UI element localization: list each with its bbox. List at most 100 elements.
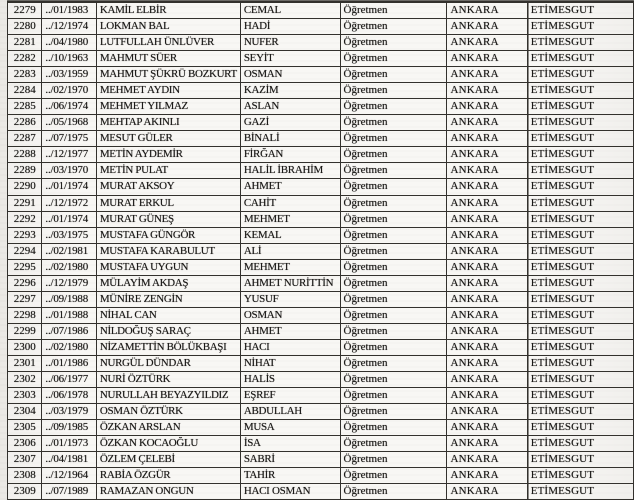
cell-province: ANKARA [446,50,528,68]
cell-province: ANKARA [446,210,528,228]
cell-birth-date: ../12/1972 [41,194,97,212]
cell-occupation: Öğretmen [339,1,448,19]
cell-district: ETİMESGUT [526,290,634,308]
cell-occupation: Öğretmen [339,210,448,228]
cell-province: ANKARA [446,66,528,84]
cell-province: ANKARA [446,114,528,132]
cell-full-name: NİZAMETTİN BÖLÜKBAŞI [95,338,241,356]
cell-province: ANKARA [446,178,528,196]
cell-father-name: OSMAN [239,306,341,324]
cell-district: ETİMESGUT [526,114,634,132]
cell-full-name: LUTFULLAH ÜNLÜVER [95,34,241,52]
table-row: 2299 ../07/1986 NİLDOĞUŞ SARAÇ AHMET Öğr… [6,322,634,340]
cell-occupation: Öğretmen [339,226,448,244]
table-row: 2298 ../01/1988 NİHAL CAN OSMAN Öğretmen… [6,306,634,324]
cell-sequence-number: 2298 [6,306,43,324]
table-row: 2296 ../12/1979 MÜLAYİM AKDAŞ AHMET NURİ… [6,274,634,292]
cell-occupation: Öğretmen [339,66,448,84]
cell-father-name: HACI OSMAN [239,483,341,500]
cell-sequence-number: 2288 [6,146,43,164]
cell-full-name: NURİ ÖZTÜRK [95,371,241,389]
cell-birth-date: ../05/1968 [41,114,97,132]
cell-district: ETİMESGUT [526,306,634,324]
cell-province: ANKARA [446,371,528,389]
cell-province: ANKARA [446,306,528,324]
cell-birth-date: ../12/1977 [41,146,97,164]
cell-father-name: CAHİT [239,194,341,212]
cell-sequence-number: 2290 [6,178,43,196]
table-row: 2281 ../04/1980 LUTFULLAH ÜNLÜVER NUFER … [6,34,634,52]
cell-province: ANKARA [446,242,528,260]
cell-sequence-number: 2305 [6,419,43,437]
cell-father-name: ALİ [239,242,341,260]
cell-district: ETİMESGUT [526,146,634,164]
cell-full-name: ÖZKAN ARSLAN [95,419,241,437]
cell-sequence-number: 2293 [6,226,43,244]
table-row: 2286 ../05/1968 MEHTAP AKINLI GAZİ Öğret… [6,114,634,132]
cropped-previous-row-edge [7,0,634,1]
cell-sequence-number: 2300 [6,338,43,356]
cell-full-name: NİLDOĞUŞ SARAÇ [95,322,241,340]
cell-father-name: İSA [239,435,341,453]
cell-birth-date: ../06/1974 [41,98,97,116]
cell-district: ETİMESGUT [526,1,634,19]
cell-province: ANKARA [446,130,528,148]
cell-occupation: Öğretmen [339,403,448,421]
cell-full-name: NİHAL CAN [95,306,241,324]
cell-district: ETİMESGUT [526,34,634,52]
cell-province: ANKARA [446,451,528,469]
cell-father-name: KEMAL [239,226,341,244]
cell-province: ANKARA [446,467,528,485]
cell-province: ANKARA [446,290,528,308]
cell-occupation: Öğretmen [339,354,448,373]
cell-province: ANKARA [446,419,528,437]
cell-province: ANKARA [446,162,528,180]
cell-district: ETİMESGUT [526,371,634,389]
table-row: 2309 ../07/1989 RAMAZAN ONGUN HACI OSMAN… [6,483,634,500]
table-row: 2306 ../01/1973 ÖZKAN KOCAOĞLU İSA Öğret… [6,435,634,453]
cell-sequence-number: 2279 [6,1,43,19]
cell-full-name: MURAT GÜNEŞ [95,210,241,228]
table-row: 2297 ../09/1988 MÜNİRE ZENGİN YUSUF Öğre… [6,290,634,308]
cell-father-name: YUSUF [239,290,341,308]
cell-sequence-number: 2294 [6,242,43,260]
cell-full-name: MURAT ERKUL [95,194,241,212]
table-row: 2292 ../01/1974 MURAT GÜNEŞ MEHMET Öğret… [6,210,634,228]
table-row: 2305 ../09/1985 ÖZKAN ARSLAN MUSA Öğretm… [6,419,634,437]
cell-occupation: Öğretmen [339,130,448,148]
cell-province: ANKARA [446,34,528,52]
cell-father-name: HALİL İBRAHİM [239,162,341,180]
cell-father-name: ABDULLAH [239,403,341,421]
cell-sequence-number: 2287 [6,130,43,148]
cell-father-name: AHMET NURİTTİN [239,274,341,292]
cell-sequence-number: 2297 [6,290,43,308]
cell-district: ETİMESGUT [526,451,634,469]
cell-full-name: MUSTAFA GÜNGÖR [95,226,241,244]
cell-birth-date: ../07/1989 [41,483,97,500]
cell-father-name: NUFER [239,34,341,52]
cell-birth-date: ../03/1959 [41,66,97,84]
table-row: 2304 ../03/1979 OSMAN ÖZTÜRK ABDULLAH Öğ… [6,403,634,421]
cell-sequence-number: 2304 [6,403,43,421]
cell-full-name: RABİA ÖZGÜR [95,467,241,485]
cell-full-name: MEHMET YILMAZ [95,98,241,116]
table-row: 2285 ../06/1974 MEHMET YILMAZ ASLAN Öğre… [6,98,634,116]
cell-birth-date: ../01/1983 [41,1,97,19]
table-row: 2280 ../12/1974 LOKMAN BAL HADİ Öğretmen… [6,17,634,36]
cell-birth-date: ../07/1975 [41,130,97,148]
cell-father-name: MEHMET [239,210,341,228]
cell-birth-date: ../02/1980 [41,338,97,356]
cell-district: ETİMESGUT [526,435,634,453]
table-row: 2294 ../02/1981 MUSTAFA KARABULUT ALİ Öğ… [6,242,634,260]
table-row: 2308 ../12/1964 RABİA ÖZGÜR TAHİR Öğretm… [6,467,634,485]
cell-birth-date: ../02/1981 [41,242,97,260]
cell-occupation: Öğretmen [339,242,448,260]
cell-province: ANKARA [446,354,528,373]
table-row: 2284 ../02/1970 MEHMET AYDIN KAZİM Öğret… [6,82,634,100]
table-row: 2289 ../03/1970 METİN PULAT HALİL İBRAHİ… [6,162,634,180]
cell-occupation: Öğretmen [339,419,448,437]
cell-district: ETİMESGUT [526,210,634,228]
cell-occupation: Öğretmen [339,258,448,276]
cell-district: ETİMESGUT [526,130,634,148]
cell-birth-date: ../04/1980 [41,34,97,52]
